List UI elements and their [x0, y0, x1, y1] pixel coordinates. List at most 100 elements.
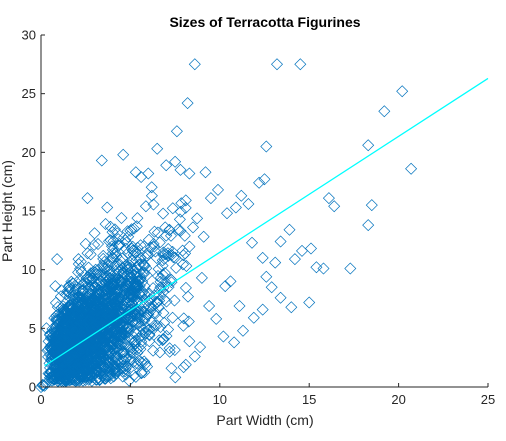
- data-point: [68, 374, 81, 387]
- data-point: [108, 365, 121, 378]
- data-point: [84, 316, 97, 329]
- data-point: [130, 220, 143, 233]
- data-point: [64, 366, 77, 379]
- data-point: [67, 277, 80, 290]
- data-point: [66, 373, 79, 386]
- data-point: [106, 226, 119, 239]
- data-point: [40, 377, 53, 390]
- data-point: [55, 301, 68, 314]
- x-tick-label: 0: [37, 392, 44, 407]
- data-point: [143, 329, 156, 342]
- data-point: [153, 334, 166, 347]
- data-point: [179, 201, 192, 214]
- data-point: [117, 266, 129, 279]
- data-point: [114, 295, 127, 308]
- data-point: [235, 189, 248, 202]
- data-point: [130, 254, 143, 267]
- data-point: [159, 221, 172, 234]
- data-point: [124, 355, 137, 368]
- data-point: [224, 275, 237, 288]
- data-point: [260, 270, 273, 283]
- data-point: [161, 247, 174, 260]
- data-point: [147, 344, 160, 357]
- data-point: [71, 348, 84, 361]
- data-point: [170, 125, 183, 138]
- data-point: [53, 360, 66, 373]
- data-point: [256, 251, 269, 264]
- data-point: [82, 333, 95, 346]
- data-point: [93, 351, 106, 363]
- data-point: [79, 339, 91, 351]
- data-point: [173, 213, 186, 226]
- data-point: [143, 335, 156, 348]
- data-point: [204, 192, 217, 205]
- data-point: [212, 183, 224, 196]
- data-point: [117, 347, 130, 360]
- data-point: [285, 301, 298, 314]
- data-point: [101, 370, 113, 382]
- data-point: [179, 358, 192, 371]
- data-point: [114, 254, 126, 267]
- data-point: [170, 261, 183, 274]
- data-points: [35, 58, 418, 393]
- data-point: [145, 189, 158, 202]
- data-point: [117, 321, 130, 334]
- data-point: [113, 237, 126, 250]
- data-point: [144, 241, 157, 254]
- data-point: [137, 266, 150, 279]
- data-point: [124, 353, 137, 366]
- data-point: [60, 318, 73, 331]
- data-point: [50, 342, 63, 355]
- data-point: [194, 341, 207, 354]
- data-point: [66, 328, 79, 341]
- data-point: [112, 314, 125, 326]
- data-point: [119, 278, 132, 291]
- data-point: [176, 244, 189, 257]
- data-point: [92, 317, 105, 330]
- data-point: [242, 198, 255, 210]
- y-tick-label: 15: [22, 204, 36, 219]
- data-point: [103, 235, 115, 248]
- data-point: [63, 299, 76, 312]
- data-point: [246, 236, 258, 249]
- data-point: [88, 297, 101, 310]
- data-point: [60, 326, 72, 339]
- data-point: [134, 320, 147, 333]
- data-point: [122, 296, 135, 309]
- data-point: [93, 374, 106, 387]
- data-point: [188, 58, 201, 71]
- data-point: [102, 328, 115, 341]
- data-point: [108, 363, 121, 376]
- data-point: [271, 58, 283, 71]
- data-point: [160, 295, 173, 308]
- data-point: [137, 326, 150, 339]
- data-point: [150, 319, 163, 332]
- data-point: [97, 252, 110, 265]
- data-point: [158, 267, 171, 279]
- x-tick-label: 25: [481, 392, 495, 407]
- data-point: [81, 192, 94, 205]
- data-point: [149, 307, 162, 320]
- data-point: [44, 348, 56, 361]
- data-point: [111, 365, 124, 378]
- data-point: [47, 347, 60, 360]
- x-tick-label: 20: [391, 392, 405, 407]
- data-point: [147, 198, 160, 211]
- data-point: [111, 337, 124, 350]
- data-point: [115, 278, 128, 291]
- data-point: [49, 280, 62, 293]
- y-tick-label: 25: [22, 86, 36, 101]
- data-point: [134, 239, 147, 252]
- data-point: [165, 274, 178, 287]
- data-point: [153, 346, 166, 359]
- data-point: [115, 339, 128, 351]
- data-point: [182, 315, 195, 328]
- data-point: [111, 283, 124, 296]
- data-point: [88, 303, 101, 316]
- data-point: [89, 266, 102, 279]
- data-point: [124, 288, 137, 301]
- data-point: [54, 368, 67, 381]
- data-point: [97, 249, 110, 262]
- data-point: [51, 253, 64, 266]
- data-point: [62, 281, 75, 294]
